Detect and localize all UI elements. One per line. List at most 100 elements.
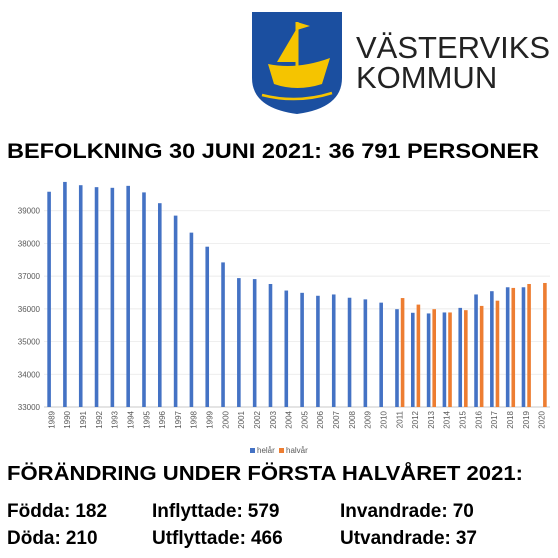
bar — [379, 302, 383, 407]
logo-text: KOMMUN — [356, 60, 497, 95]
bar — [395, 309, 399, 407]
x-tick-label: 2011 — [395, 410, 404, 428]
stat-value: 182 — [75, 501, 107, 522]
stat-label: Invandrade: — [340, 501, 448, 522]
bar — [527, 283, 531, 407]
bar — [442, 312, 447, 407]
bar — [126, 185, 130, 407]
legend-label: halvår — [286, 446, 308, 455]
legend-swatch — [250, 448, 255, 453]
bar — [94, 187, 99, 407]
stat-value: 37 — [456, 528, 477, 549]
x-tick-label: 2013 — [427, 410, 436, 428]
bar — [142, 192, 146, 407]
stat: Födda: 182 — [7, 501, 107, 522]
y-tick-label: 37000 — [18, 272, 41, 281]
headline: BEFOLKNING 30 JUNI 2021: 36 791 PERSONER — [7, 140, 539, 163]
stat: Utvandrade: 37 — [340, 528, 477, 549]
stat-label: Utvandrade: — [340, 528, 451, 549]
x-tick-label: 2004 — [285, 410, 294, 428]
x-tick-label: 2014 — [443, 410, 452, 428]
bar — [78, 185, 83, 407]
x-tick-label: 1990 — [63, 410, 72, 428]
x-tick-label: 2019 — [522, 410, 531, 428]
bar — [400, 298, 405, 407]
x-tick-label: 2020 — [538, 410, 547, 428]
stat: Utflyttade: 466 — [152, 528, 283, 549]
bar — [511, 287, 516, 407]
bar — [448, 312, 452, 407]
x-tick-label: 1994 — [126, 410, 135, 428]
bar — [316, 295, 320, 407]
x-tick-label: 2017 — [490, 410, 499, 428]
bar — [416, 304, 421, 407]
x-tick-label: 2005 — [300, 410, 309, 428]
stat-label: Döda: — [7, 528, 61, 549]
stat-value: 70 — [453, 501, 474, 522]
y-tick-label: 39000 — [18, 207, 41, 216]
y-tick-label: 33000 — [18, 403, 41, 412]
x-tick-label: 1989 — [47, 410, 56, 428]
bar — [474, 294, 478, 407]
stat-value: 466 — [251, 528, 283, 549]
x-tick-label: 1996 — [158, 410, 167, 428]
bar — [521, 287, 526, 407]
stat: Invandrade: 70 — [340, 501, 474, 522]
bar — [189, 232, 194, 407]
x-tick-label: 2007 — [332, 410, 341, 428]
logo-shield — [252, 12, 342, 114]
stat-label: Inflyttade: — [152, 501, 243, 522]
bar — [300, 292, 304, 407]
bar — [173, 215, 178, 407]
section-title: FÖRÄNDRING UNDER FÖRSTA HALVÅRET 2021: — [7, 461, 523, 485]
bar — [426, 313, 431, 407]
y-tick-label: 36000 — [18, 305, 41, 314]
bar — [237, 278, 241, 407]
x-tick-label: 1998 — [190, 410, 199, 428]
x-tick-label: 2000 — [221, 410, 230, 428]
x-tick-label: 1997 — [174, 410, 183, 428]
bar — [543, 282, 547, 407]
x-tick-label: 2001 — [237, 410, 246, 428]
bar — [479, 305, 484, 407]
x-tick-label: 2002 — [253, 410, 262, 428]
bar — [347, 297, 352, 407]
stat-label: Utflyttade: — [152, 528, 246, 549]
bar — [63, 181, 67, 407]
stat-label: Födda: — [7, 501, 70, 522]
bar — [252, 279, 257, 407]
stat: Döda: 210 — [7, 528, 98, 549]
bar — [505, 287, 510, 407]
stat-value: 210 — [66, 528, 98, 549]
stat-value: 579 — [248, 501, 280, 522]
stat: Inflyttade: 579 — [152, 501, 279, 522]
y-tick-label: 35000 — [18, 338, 41, 347]
x-tick-label: 1999 — [206, 410, 215, 428]
bar — [458, 307, 463, 407]
bar — [464, 310, 468, 407]
x-tick-label: 2012 — [411, 410, 420, 428]
legend-label: helår — [257, 446, 275, 455]
bar — [47, 191, 51, 407]
bar — [268, 283, 273, 407]
bar — [284, 290, 289, 407]
bar — [363, 299, 368, 407]
logo-text: VÄSTERVIKS — [356, 30, 550, 65]
bar — [490, 291, 494, 407]
x-tick-label: 2009 — [364, 410, 373, 428]
x-tick-label: 1991 — [79, 410, 88, 428]
x-tick-label: 2018 — [506, 410, 515, 428]
bar — [205, 246, 210, 407]
x-tick-label: 2003 — [269, 410, 278, 428]
legend-swatch — [279, 448, 284, 453]
bar — [157, 203, 162, 407]
x-tick-label: 2008 — [348, 410, 357, 428]
x-tick-label: 1995 — [142, 410, 151, 428]
x-tick-label: 2016 — [474, 410, 483, 428]
chart: 33000 34000 35000 36000 37000 38000 39000 1989 1… — [18, 181, 550, 455]
bar — [221, 262, 225, 407]
bar — [110, 187, 115, 407]
bar — [432, 309, 437, 407]
x-tick-label: 2006 — [316, 410, 325, 428]
